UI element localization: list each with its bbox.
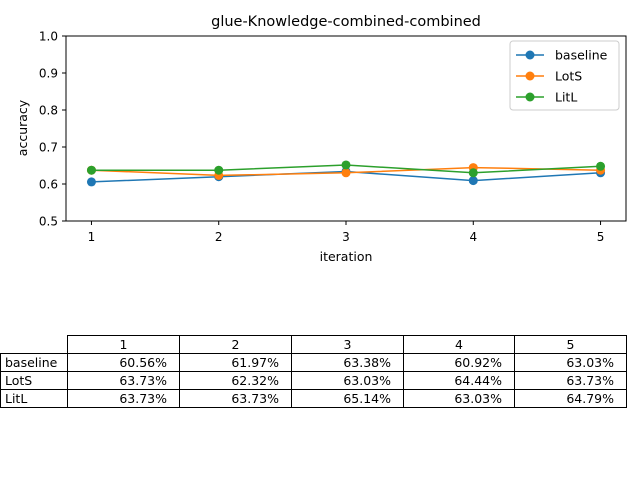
x-tick-label: 2 <box>215 230 223 244</box>
table-row-label: LotS <box>0 371 68 390</box>
table-cell: 60.92% <box>403 353 515 372</box>
y-tick-label: 0.5 <box>39 215 58 229</box>
table-row-label: baseline <box>0 353 68 372</box>
table-cell: 63.73% <box>514 371 627 390</box>
table-row-label: LitL <box>0 389 68 408</box>
legend-marker-baseline <box>525 50 535 60</box>
table-cell: 61.97% <box>179 353 292 372</box>
table-cell: 63.73% <box>67 371 180 390</box>
table-cell: 65.14% <box>291 389 404 408</box>
table-cell: 63.73% <box>67 389 180 408</box>
x-tick-label: 1 <box>88 230 96 244</box>
table-column-header: 4 <box>403 335 515 354</box>
y-axis-label: accuracy <box>15 99 30 156</box>
data-point-lots <box>341 168 351 178</box>
table-corner-cell <box>0 335 68 354</box>
table-cell: 63.03% <box>514 353 627 372</box>
x-tick-label: 3 <box>342 230 350 244</box>
table-column-header: 5 <box>514 335 627 354</box>
x-axis-label: iteration <box>320 249 373 264</box>
table-cell: 63.38% <box>291 353 404 372</box>
data-point-baseline <box>86 177 96 187</box>
legend-box <box>509 40 620 111</box>
table-column-header: 1 <box>67 335 180 354</box>
table-column-header: 2 <box>179 335 292 354</box>
table-cell: 64.79% <box>514 389 627 408</box>
legend-label-lots: LotS <box>555 69 582 84</box>
data-point-litl <box>341 160 351 170</box>
legend-marker-litl <box>525 92 535 102</box>
table-row: baseline 60.56% 61.97% 63.38% 60.92% 63.03% <box>0 353 627 372</box>
y-tick-label: 1.0 <box>39 30 58 44</box>
table-column-header: 3 <box>291 335 404 354</box>
table-row: LitL 63.73% 63.73% 65.14% 63.03% 64.79% <box>0 389 627 408</box>
legend-label-litl: LitL <box>555 90 577 105</box>
data-point-baseline <box>468 176 478 186</box>
legend-marker-lots <box>525 71 535 81</box>
legend-label-baseline: baseline <box>555 48 608 63</box>
data-point-litl <box>86 165 96 175</box>
data-point-litl <box>214 165 224 175</box>
y-tick-label: 0.9 <box>39 67 58 81</box>
table-cell: 63.03% <box>291 371 404 390</box>
x-tick-label: 5 <box>597 230 605 244</box>
table-cell: 60.56% <box>67 353 180 372</box>
table-cell: 64.44% <box>403 371 515 390</box>
table-cell: 63.03% <box>403 389 515 408</box>
y-tick-label: 0.8 <box>39 104 58 118</box>
y-tick-label: 0.7 <box>39 141 58 155</box>
data-point-litl <box>596 161 606 171</box>
data-point-litl <box>468 168 478 178</box>
line-chart: glue-Knowledge-combined-combined 1 2 3 4 5 0.… <box>15 14 627 264</box>
table-cell: 63.73% <box>179 389 292 408</box>
table-row: LotS 63.73% 62.32% 63.03% 64.44% 63.73% <box>0 371 627 390</box>
table-cell: 62.32% <box>179 371 292 390</box>
legend: baseline LotS LitL <box>509 40 620 111</box>
plot-area: 1 2 3 4 5 0.5 0.6 0.7 0.8 0.9 1.0 <box>39 30 627 244</box>
chart-title: glue-Knowledge-combined-combined <box>211 14 481 30</box>
y-tick-label: 0.6 <box>39 178 58 192</box>
x-tick-label: 4 <box>469 230 477 244</box>
